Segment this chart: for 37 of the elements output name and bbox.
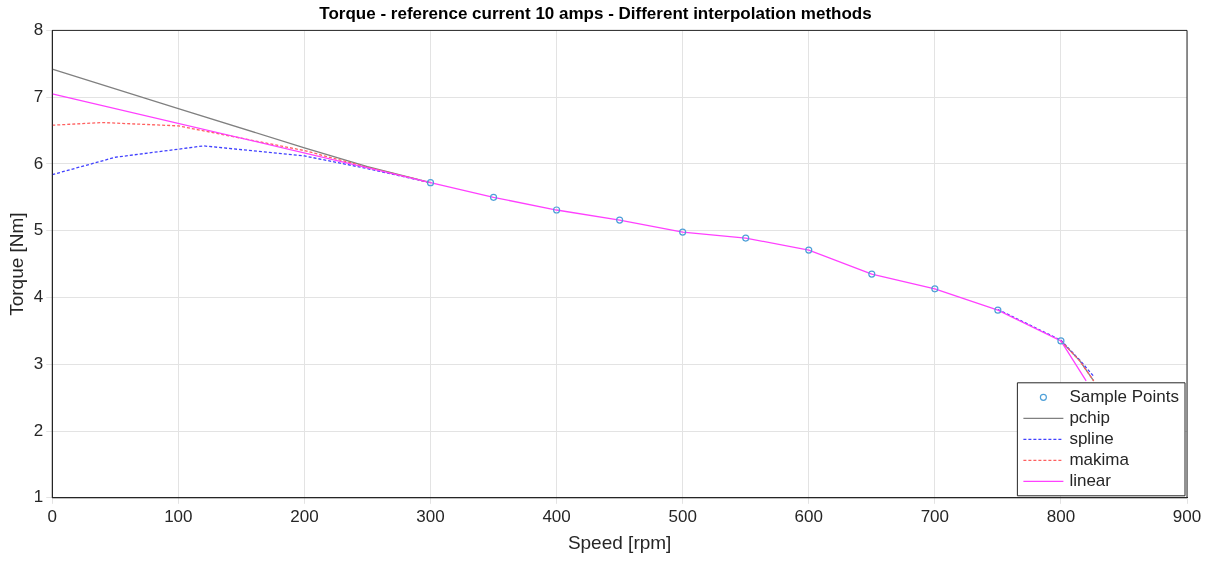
legend-label: pchip — [1069, 407, 1111, 427]
point — [552, 206, 561, 214]
y-tick-label: 2 — [33, 420, 44, 440]
x-tick-label: 100 — [164, 506, 193, 526]
x-tick-label: 900 — [1172, 506, 1202, 526]
point — [742, 234, 750, 242]
y-tick-label: 1 — [33, 487, 44, 507]
x-tick-label: 400 — [542, 506, 571, 526]
x-tick-label: 0 — [47, 506, 57, 526]
point — [868, 270, 876, 278]
y-tick-label: 6 — [33, 153, 44, 173]
legend-label: makima — [1069, 449, 1130, 469]
legend-label: spline — [1069, 428, 1114, 448]
y-tick-label: 7 — [33, 86, 44, 106]
legend-label: Sample Points — [1069, 386, 1180, 406]
legend-label: linear — [1069, 470, 1112, 490]
point — [805, 246, 813, 254]
point — [931, 285, 939, 293]
y-axis-title: Torque [Nm] — [5, 212, 27, 316]
point — [1057, 337, 1065, 345]
point — [679, 228, 687, 236]
point — [489, 193, 498, 201]
y-tick-label: 8 — [33, 20, 44, 40]
x-tick-label: 500 — [668, 506, 697, 526]
y-tick-label: 4 — [33, 287, 44, 307]
x-tick-label: 300 — [416, 506, 445, 526]
x-tick-label: 700 — [920, 506, 950, 526]
x-axis-title: Speed [rpm] — [567, 531, 672, 553]
x-tick-label: 200 — [290, 506, 319, 526]
chart-title: Torque - reference current 10 amps - Different interpolation methods — [319, 3, 872, 23]
x-tick-label: 600 — [794, 506, 823, 526]
point — [994, 306, 1002, 314]
x-tick-label: 800 — [1046, 506, 1076, 526]
point — [426, 179, 435, 187]
y-tick-label: 3 — [33, 353, 44, 373]
point — [616, 216, 624, 224]
y-tick-label: 5 — [33, 220, 44, 240]
